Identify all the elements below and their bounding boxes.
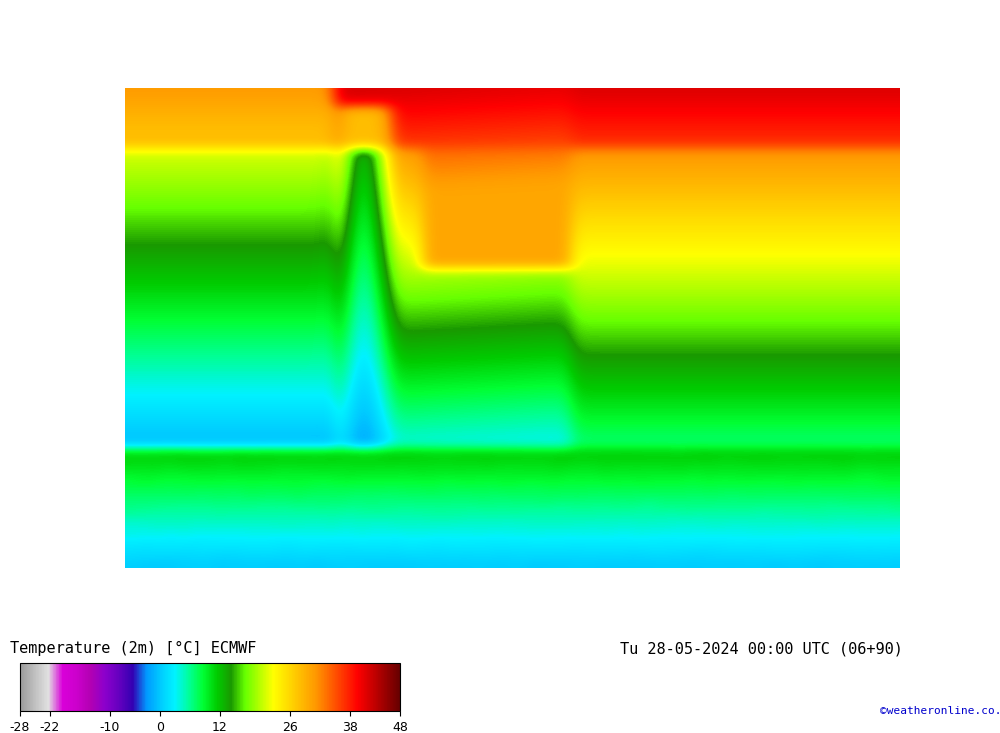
Text: Temperature (2m) [°C] ECMWF: Temperature (2m) [°C] ECMWF	[10, 641, 256, 656]
Text: ©weatheronline.co.uk: ©weatheronline.co.uk	[880, 706, 1000, 716]
Text: Tu 28-05-2024 00:00 UTC (06+90): Tu 28-05-2024 00:00 UTC (06+90)	[620, 641, 903, 656]
